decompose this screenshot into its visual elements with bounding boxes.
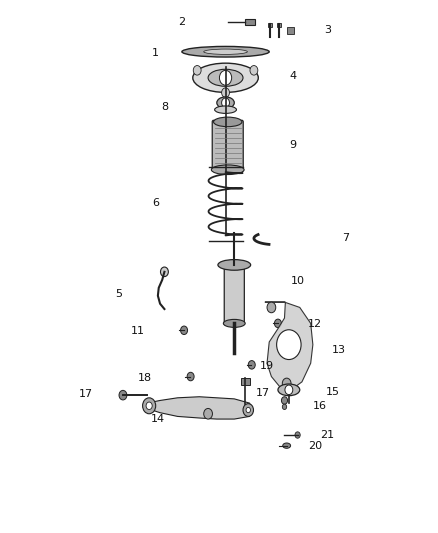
- Circle shape: [267, 302, 276, 313]
- Circle shape: [222, 88, 230, 98]
- Ellipse shape: [212, 165, 244, 174]
- Circle shape: [295, 432, 300, 438]
- FancyBboxPatch shape: [245, 19, 255, 25]
- Ellipse shape: [223, 319, 245, 327]
- Circle shape: [277, 330, 301, 360]
- Circle shape: [119, 390, 127, 400]
- Circle shape: [250, 66, 258, 75]
- FancyBboxPatch shape: [212, 120, 243, 171]
- Circle shape: [282, 397, 288, 404]
- Circle shape: [243, 403, 254, 416]
- Ellipse shape: [214, 117, 242, 127]
- Text: 5: 5: [115, 289, 122, 299]
- Circle shape: [248, 361, 255, 369]
- Ellipse shape: [182, 46, 269, 57]
- Text: 16: 16: [312, 401, 326, 411]
- Ellipse shape: [283, 443, 290, 448]
- Circle shape: [143, 398, 155, 414]
- Text: 12: 12: [308, 319, 322, 329]
- Circle shape: [187, 372, 194, 381]
- Text: 18: 18: [138, 373, 152, 383]
- Ellipse shape: [217, 97, 234, 109]
- Text: 7: 7: [342, 233, 349, 244]
- Circle shape: [180, 326, 187, 335]
- Text: 6: 6: [152, 198, 159, 208]
- Circle shape: [219, 70, 232, 85]
- Circle shape: [160, 267, 168, 277]
- Circle shape: [146, 402, 152, 409]
- Text: 4: 4: [290, 71, 297, 81]
- Ellipse shape: [215, 106, 237, 114]
- Ellipse shape: [193, 63, 258, 92]
- Ellipse shape: [204, 49, 247, 54]
- Text: 19: 19: [260, 361, 274, 371]
- Circle shape: [283, 404, 287, 409]
- Polygon shape: [265, 302, 313, 390]
- Ellipse shape: [278, 384, 300, 395]
- Text: 10: 10: [290, 277, 304, 286]
- FancyBboxPatch shape: [287, 27, 293, 34]
- FancyBboxPatch shape: [268, 23, 272, 27]
- Polygon shape: [147, 397, 252, 419]
- Text: 13: 13: [332, 345, 346, 356]
- Circle shape: [222, 98, 230, 108]
- Circle shape: [283, 378, 291, 389]
- Circle shape: [246, 407, 251, 413]
- Circle shape: [193, 66, 201, 75]
- FancyBboxPatch shape: [241, 377, 250, 384]
- FancyBboxPatch shape: [277, 23, 281, 27]
- Text: 3: 3: [325, 26, 332, 36]
- Circle shape: [275, 319, 282, 328]
- Ellipse shape: [218, 260, 251, 270]
- Circle shape: [204, 408, 212, 419]
- Text: 17: 17: [79, 389, 93, 399]
- Text: 15: 15: [325, 387, 339, 398]
- Circle shape: [285, 385, 293, 394]
- Text: 21: 21: [320, 430, 334, 440]
- Text: 14: 14: [151, 414, 165, 424]
- Text: 20: 20: [308, 441, 322, 451]
- Text: 2: 2: [178, 17, 185, 27]
- Text: 8: 8: [161, 102, 168, 112]
- Text: 1: 1: [152, 48, 159, 58]
- Text: 9: 9: [290, 140, 297, 150]
- Ellipse shape: [208, 69, 243, 86]
- Text: 11: 11: [131, 326, 145, 336]
- FancyBboxPatch shape: [224, 263, 244, 325]
- Text: 17: 17: [256, 388, 270, 398]
